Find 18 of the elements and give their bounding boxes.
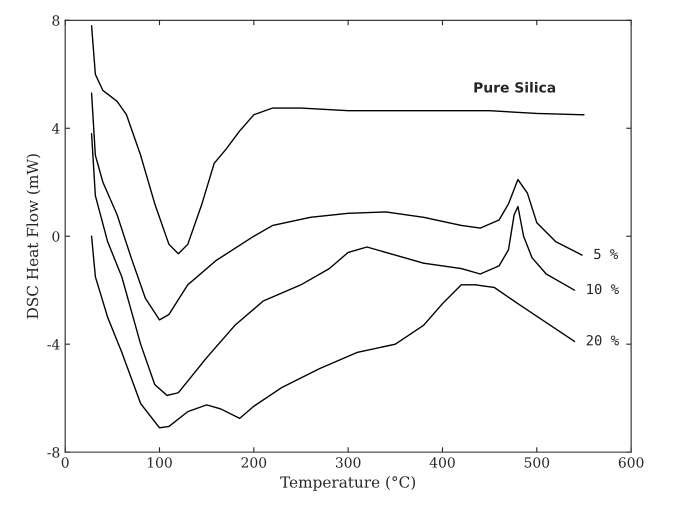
x-tick-label: 300 [336, 457, 360, 468]
series-label: 10 % [587, 284, 619, 294]
y-tick-label: 4 [52, 123, 60, 134]
x-tick-label: 100 [148, 457, 172, 468]
y-tick-label: 0 [52, 231, 60, 242]
y-tick-label: -8 [47, 447, 60, 458]
x-tick-label: 200 [242, 457, 266, 468]
x-tick-label: 400 [430, 457, 455, 468]
x-tick-label: 500 [524, 457, 550, 468]
x-axis-title: Temperature (°C) [280, 476, 416, 491]
y-tick-label: 8 [52, 15, 60, 26]
series-label: 20 % [586, 335, 619, 346]
x-tick-label: 0 [62, 457, 69, 468]
y-axis-title: DSC Heat Flow (mW) [26, 154, 40, 319]
series-label: 5 % [594, 248, 618, 260]
x-tick-label: 600 [618, 457, 644, 468]
series-label: Pure Silica [474, 82, 556, 93]
y-tick-label: -4 [47, 339, 60, 350]
